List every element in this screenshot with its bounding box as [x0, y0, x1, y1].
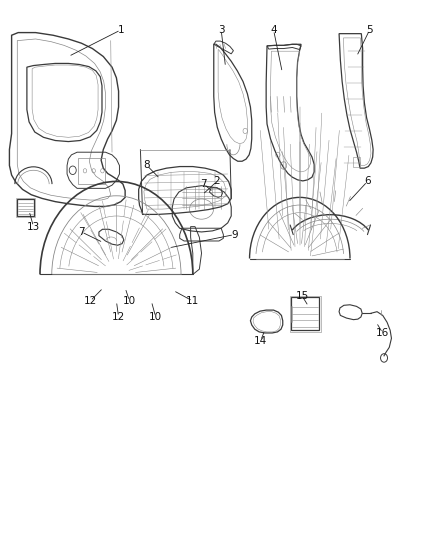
- Bar: [291, 297, 319, 330]
- Text: 7: 7: [201, 179, 207, 189]
- Text: 14: 14: [254, 336, 267, 346]
- Text: 13: 13: [27, 222, 40, 232]
- Bar: [17, 199, 34, 216]
- Bar: [78, 158, 105, 183]
- Text: 11: 11: [186, 296, 199, 306]
- Text: 10: 10: [123, 296, 136, 306]
- Text: 15: 15: [295, 290, 309, 301]
- Bar: [353, 157, 360, 166]
- Text: 9: 9: [231, 230, 237, 240]
- Text: 1: 1: [117, 25, 124, 35]
- Bar: [290, 296, 321, 332]
- Text: 4: 4: [270, 25, 277, 35]
- Text: 7: 7: [78, 227, 85, 237]
- Text: 16: 16: [376, 328, 389, 338]
- Text: 3: 3: [218, 25, 225, 35]
- Text: 12: 12: [84, 296, 97, 306]
- Text: 8: 8: [144, 160, 150, 171]
- Text: 2: 2: [213, 176, 220, 187]
- Text: 5: 5: [366, 25, 373, 35]
- Bar: [16, 198, 35, 217]
- Text: 6: 6: [364, 176, 371, 187]
- Text: 12: 12: [112, 312, 125, 322]
- Text: 10: 10: [149, 312, 162, 322]
